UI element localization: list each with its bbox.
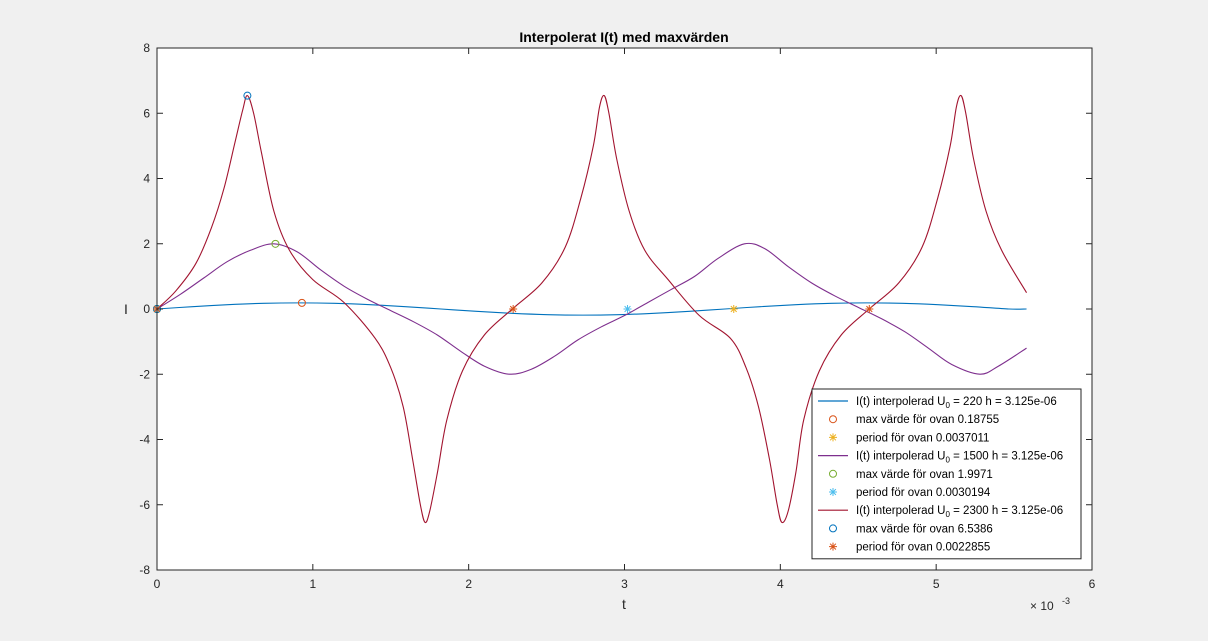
data-point-circle: [243, 91, 252, 100]
legend-entry: max värde för ovan 0.18755: [829, 414, 999, 426]
series-3: [156, 242, 1027, 375]
x-axis-label: t: [622, 596, 626, 612]
data-point-star: [729, 305, 738, 313]
x-exponent-power: -3: [1062, 596, 1070, 606]
legend-label: period för ovan 0.0022855: [856, 542, 990, 554]
legend-circle-swatch: [829, 469, 837, 478]
y-tick-label: 0: [143, 302, 150, 316]
y-tick-label: 4: [143, 172, 150, 186]
legend-entry: period för ovan 0.0030194: [829, 487, 991, 499]
y-tick-label: 2: [143, 237, 150, 251]
legend-entry: I(t) interpolerad U0 = 1500 h = 3.125e-0…: [818, 451, 1063, 465]
series-line: [156, 242, 1027, 375]
y-tick-label: 6: [143, 106, 150, 120]
legend: I(t) interpolerad U0 = 220 h = 3.125e-06…: [811, 388, 1082, 560]
legend-label: I(t) interpolerad U0 = 2300 h = 3.125e-0…: [856, 505, 1063, 519]
legend-entry: max värde för ovan 1.9971: [829, 469, 993, 481]
legend-label: period för ovan 0.0037011: [856, 432, 989, 444]
data-point-circle: [271, 239, 280, 248]
legend-label: I(t) interpolerad U0 = 220 h = 3.125e-06: [856, 396, 1057, 410]
legend-label: I(t) interpolerad U0 = 1500 h = 3.125e-0…: [856, 451, 1063, 465]
legend-entry: period för ovan 0.0037011: [829, 432, 989, 444]
ticks-layer: 0 1 2 3 4 5 6 -8 -6 -4 -2 0 2 4 6 8: [139, 41, 1095, 591]
legend-entry: period för ovan 0.0022855: [829, 542, 990, 554]
legend-label: max värde för ovan 6.5386: [856, 523, 993, 535]
legend-label: max värde för ovan 0.18755: [856, 414, 999, 426]
legend-entry: I(t) interpolerad U0 = 2300 h = 3.125e-0…: [818, 505, 1063, 519]
x-tick-label: 0: [154, 577, 161, 591]
y-tick-label: -2: [139, 367, 150, 381]
x-exponent-label: × 10 -3: [1030, 596, 1070, 613]
legend-star-swatch: [829, 433, 837, 442]
x-tick-label: 2: [465, 577, 472, 591]
x-exponent-base: × 10: [1030, 599, 1054, 613]
x-tick-label: 3: [621, 577, 628, 591]
series-0: [156, 302, 1027, 316]
series-6: [156, 94, 1028, 524]
data-point-circle: [297, 298, 306, 307]
x-tick-label: 4: [777, 577, 784, 591]
legend-label: period för ovan 0.0030194: [856, 487, 991, 499]
y-tick-label: -4: [139, 433, 150, 447]
y-tick-label: 8: [143, 41, 150, 55]
legend-label: max värde för ovan 1.9971: [856, 469, 993, 481]
legend-entry: I(t) interpolerad U0 = 220 h = 3.125e-06: [818, 396, 1057, 410]
data-point-star: [623, 305, 632, 313]
data-point-star: [509, 305, 518, 313]
legend-star-swatch: [829, 488, 837, 496]
y-tick-label: -6: [139, 498, 150, 512]
legend-star-swatch: [829, 542, 837, 551]
data-point-star: [865, 305, 874, 313]
y-axis-label: I: [124, 301, 128, 317]
y-tick-label: -8: [139, 563, 150, 577]
chart-title: Interpolerat I(t) med maxvärden: [519, 29, 728, 45]
legend-entry: max värde för ovan 6.5386: [829, 523, 993, 535]
legend-box: [811, 388, 1082, 560]
legend-circle-swatch: [829, 415, 837, 424]
x-tick-label: 5: [933, 577, 940, 591]
series-line: [156, 94, 1028, 524]
x-tick-label: 1: [309, 577, 316, 591]
legend-circle-swatch: [829, 524, 837, 533]
series-line: [156, 302, 1027, 316]
x-tick-label: 6: [1089, 577, 1096, 591]
